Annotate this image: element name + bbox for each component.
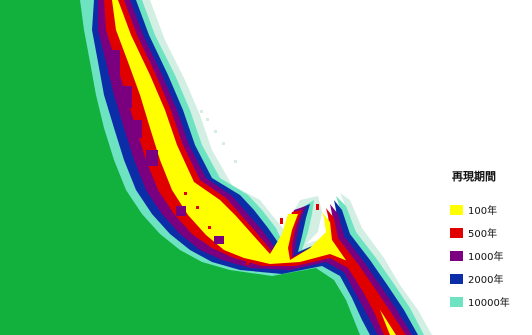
zone-500-dots <box>184 192 319 265</box>
legend-swatch <box>450 250 463 261</box>
zone-1000-patches <box>108 50 224 244</box>
legend-item-1000: 1000年 <box>450 244 530 267</box>
legend-swatch <box>450 296 463 307</box>
legend-item-100: 100年 <box>450 198 530 221</box>
legend-swatch <box>450 273 463 284</box>
legend-label: 1000年 <box>468 252 504 263</box>
legend-item-500: 500年 <box>450 221 530 244</box>
offshore-shoals <box>200 110 237 163</box>
legend-label: 2000年 <box>468 275 504 286</box>
legend-item-2000: 2000年 <box>450 267 530 290</box>
land-area <box>0 0 360 335</box>
legend: 再現期間 100年 500年 1000年 2000年 10000年 <box>450 168 530 313</box>
legend-item-10000: 10000年 <box>450 290 530 313</box>
legend-swatch <box>450 204 463 215</box>
legend-label: 500年 <box>468 229 498 240</box>
legend-label: 10000年 <box>468 298 510 309</box>
legend-label: 100年 <box>468 206 498 217</box>
legend-swatch <box>450 227 463 238</box>
legend-title: 再現期間 <box>452 170 496 183</box>
